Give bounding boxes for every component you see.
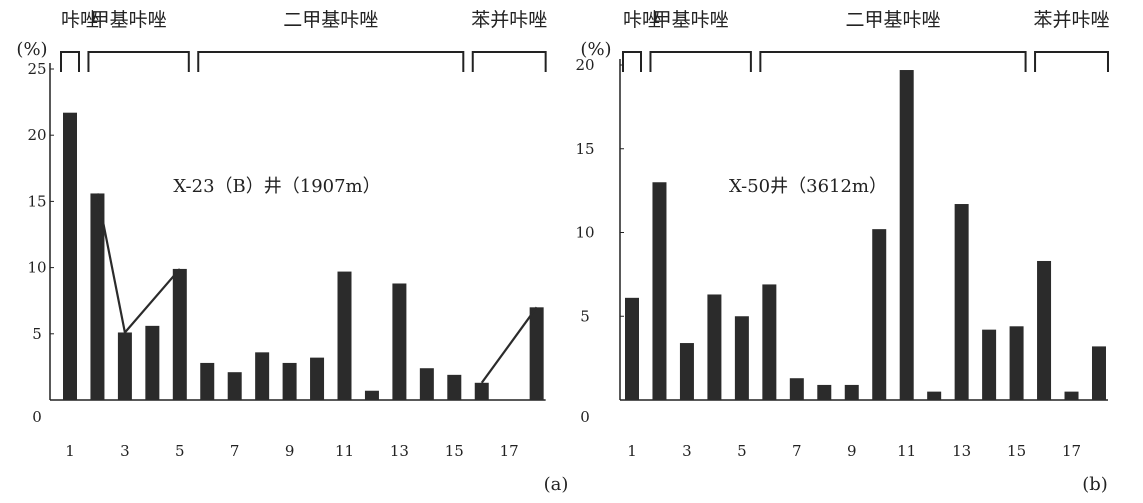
x-tick-label: 7 — [792, 442, 802, 460]
bar — [652, 182, 667, 400]
trend-line — [480, 306, 538, 384]
bar — [679, 343, 694, 400]
x-tick-label: 1 — [627, 442, 637, 460]
bar — [419, 368, 434, 400]
x-tick-label: 13 — [952, 442, 971, 460]
y-tick-label: 5 — [32, 325, 42, 343]
y-tick-label: 15 — [27, 192, 46, 210]
bar — [255, 352, 270, 400]
group-label: 苯并咔唑 — [1034, 9, 1110, 31]
bar — [337, 271, 352, 400]
y-tick-label: 0 — [32, 408, 42, 426]
bar — [817, 384, 832, 400]
y-tick-label: 10 — [575, 224, 594, 242]
panel-label: (a) — [544, 474, 569, 495]
well-annotation: X-50井（3612m） — [729, 176, 887, 197]
y-tick-label: 20 — [575, 56, 594, 74]
group-bracket — [622, 51, 642, 72]
x-tick-label: 7 — [230, 442, 240, 460]
x-tick-label: 1 — [65, 442, 75, 460]
group-label: 二甲基咔唑 — [845, 9, 940, 31]
x-tick-label: 15 — [445, 442, 464, 460]
bar — [982, 329, 997, 400]
bar — [200, 362, 215, 400]
group-bracket — [197, 51, 465, 72]
group-bracket — [1034, 51, 1109, 72]
y-unit-label: (%) — [580, 39, 611, 60]
bar — [90, 193, 105, 400]
bar — [145, 325, 160, 400]
y-tick-label: 25 — [27, 60, 46, 78]
bar — [789, 378, 804, 400]
x-tick-label: 9 — [847, 442, 857, 460]
bar — [529, 307, 544, 400]
bar — [392, 283, 407, 400]
group-label: 甲基咔唑 — [653, 9, 729, 31]
bar — [734, 316, 749, 400]
x-tick-label: 3 — [120, 442, 130, 460]
bar — [1037, 260, 1052, 400]
x-tick-label: 3 — [682, 442, 692, 460]
bar — [447, 374, 462, 400]
x-tick-label: 5 — [737, 442, 747, 460]
x-tick-label: 11 — [335, 442, 354, 460]
y-tick-label: 20 — [27, 126, 46, 144]
bar — [117, 332, 132, 400]
y-tick-label: 0 — [580, 408, 590, 426]
bar — [872, 229, 887, 400]
bar — [927, 391, 942, 400]
y-tick-label: 5 — [580, 307, 590, 325]
y-tick-label: 15 — [575, 140, 594, 158]
x-tick-label: 17 — [500, 442, 519, 460]
bar — [1009, 326, 1024, 400]
bar — [954, 204, 969, 400]
bar — [762, 284, 777, 400]
group-bracket — [60, 51, 80, 72]
group-label: 咔唑 — [61, 9, 99, 31]
x-tick-label: 15 — [1007, 442, 1026, 460]
bar — [172, 268, 187, 400]
bar — [227, 372, 242, 400]
group-bracket — [759, 51, 1027, 72]
well-annotation: X-23（B）井（1907m） — [173, 176, 380, 197]
bar — [474, 382, 489, 400]
group-bracket — [649, 51, 752, 72]
group-bracket — [471, 51, 547, 72]
x-tick-label: 17 — [1062, 442, 1081, 460]
bar — [707, 294, 722, 400]
x-tick-label: 11 — [897, 442, 916, 460]
bar — [63, 112, 77, 400]
group-bracket — [87, 51, 190, 72]
panel-label: (b) — [1082, 474, 1108, 495]
bar — [282, 362, 297, 400]
bar — [625, 297, 639, 400]
x-tick-label: 13 — [390, 442, 409, 460]
y-unit-label: (%) — [16, 39, 47, 60]
group-label: 苯并咔唑 — [471, 9, 547, 31]
group-label: 咔唑 — [623, 9, 661, 31]
group-label: 甲基咔唑 — [91, 9, 167, 31]
bar — [364, 390, 379, 400]
bar — [1064, 391, 1079, 400]
y-tick-label: 10 — [27, 259, 46, 277]
bar — [1091, 346, 1106, 400]
trend-line — [96, 193, 181, 335]
bar — [844, 384, 859, 400]
bar — [899, 70, 914, 401]
bar — [310, 357, 325, 400]
group-label: 二甲基咔唑 — [283, 9, 378, 31]
x-tick-label: 5 — [175, 442, 185, 460]
x-tick-label: 9 — [285, 442, 295, 460]
